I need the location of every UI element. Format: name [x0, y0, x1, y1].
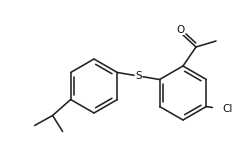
Text: S: S	[135, 71, 141, 81]
Text: O: O	[176, 25, 184, 35]
Text: Cl: Cl	[222, 103, 232, 114]
